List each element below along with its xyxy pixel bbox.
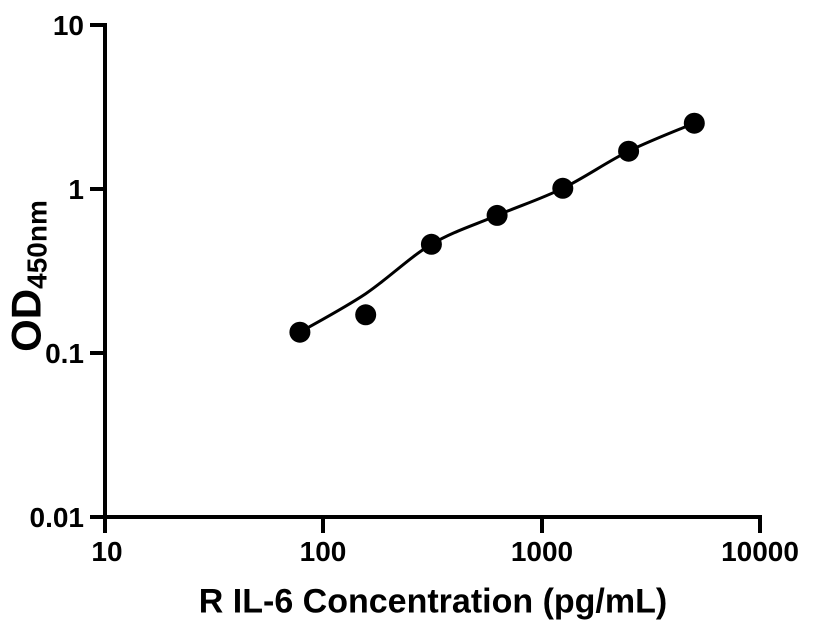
data-point [486, 204, 508, 226]
data-point [289, 321, 311, 343]
data-point [552, 177, 574, 199]
data-point [420, 233, 442, 255]
y-tick-label-1: 1 [68, 174, 84, 205]
y-tick-label-10: 10 [53, 10, 84, 41]
y-axis-title: OD450nm [2, 200, 53, 352]
x-tick-label-100: 100 [300, 536, 347, 567]
x-tick-label-1000: 1000 [511, 536, 573, 567]
y-axis-title-main: OD [2, 288, 50, 352]
y-axis-title-subscript: 450nm [21, 200, 53, 289]
y-tick-label-0-1: 0.1 [45, 338, 84, 369]
data-point [683, 112, 705, 134]
x-tick-label-10: 10 [91, 536, 122, 567]
data-point [355, 304, 377, 326]
x-tick-label-10000: 10000 [721, 536, 799, 567]
data-point [618, 140, 640, 162]
data-points-layer [289, 112, 705, 343]
x-axis-title: R IL-6 Concentration (pg/mL) [198, 582, 668, 621]
y-tick-label-0-01: 0.01 [30, 502, 85, 533]
